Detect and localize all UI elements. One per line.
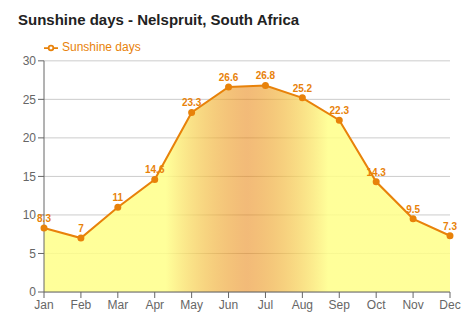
svg-text:23.3: 23.3 [182,97,202,108]
svg-text:30: 30 [23,54,37,68]
svg-text:26.8: 26.8 [256,70,276,81]
svg-text:Aug: Aug [292,298,313,312]
svg-text:7.3: 7.3 [443,221,457,232]
svg-text:22.3: 22.3 [330,105,350,116]
svg-text:5: 5 [29,247,36,261]
svg-text:20: 20 [23,131,37,145]
svg-text:14.6: 14.6 [145,164,165,175]
svg-text:10: 10 [23,208,37,222]
svg-text:Feb: Feb [71,298,92,312]
svg-text:Sep: Sep [329,298,351,312]
html-text:Sunshine days - Nelspruit, Sou: Sunshine days - Nelspruit, South Africa [18,11,300,28]
svg-text:Mar: Mar [107,298,128,312]
html-text:Sunshine days: Sunshine days [62,40,141,54]
svg-text:11: 11 [113,192,124,203]
svg-text:Jun: Jun [219,298,238,312]
svg-text:9.5: 9.5 [406,204,420,215]
svg-text:0: 0 [29,285,36,299]
svg-text:Oct: Oct [367,298,386,312]
svg-text:15: 15 [23,170,37,184]
svg-text:Nov: Nov [402,298,423,312]
svg-text:May: May [180,298,203,312]
svg-text:8.3: 8.3 [37,213,51,224]
svg-text:26.6: 26.6 [219,72,239,83]
svg-text:Jul: Jul [258,298,273,312]
svg-text:7: 7 [78,223,84,234]
svg-text:25: 25 [23,93,37,107]
svg-text:Apr: Apr [145,298,164,312]
svg-text:25.2: 25.2 [293,83,313,94]
svg-text:Jan: Jan [34,298,53,312]
svg-text:Dec: Dec [439,298,460,312]
svg-text:14.3: 14.3 [366,167,386,178]
